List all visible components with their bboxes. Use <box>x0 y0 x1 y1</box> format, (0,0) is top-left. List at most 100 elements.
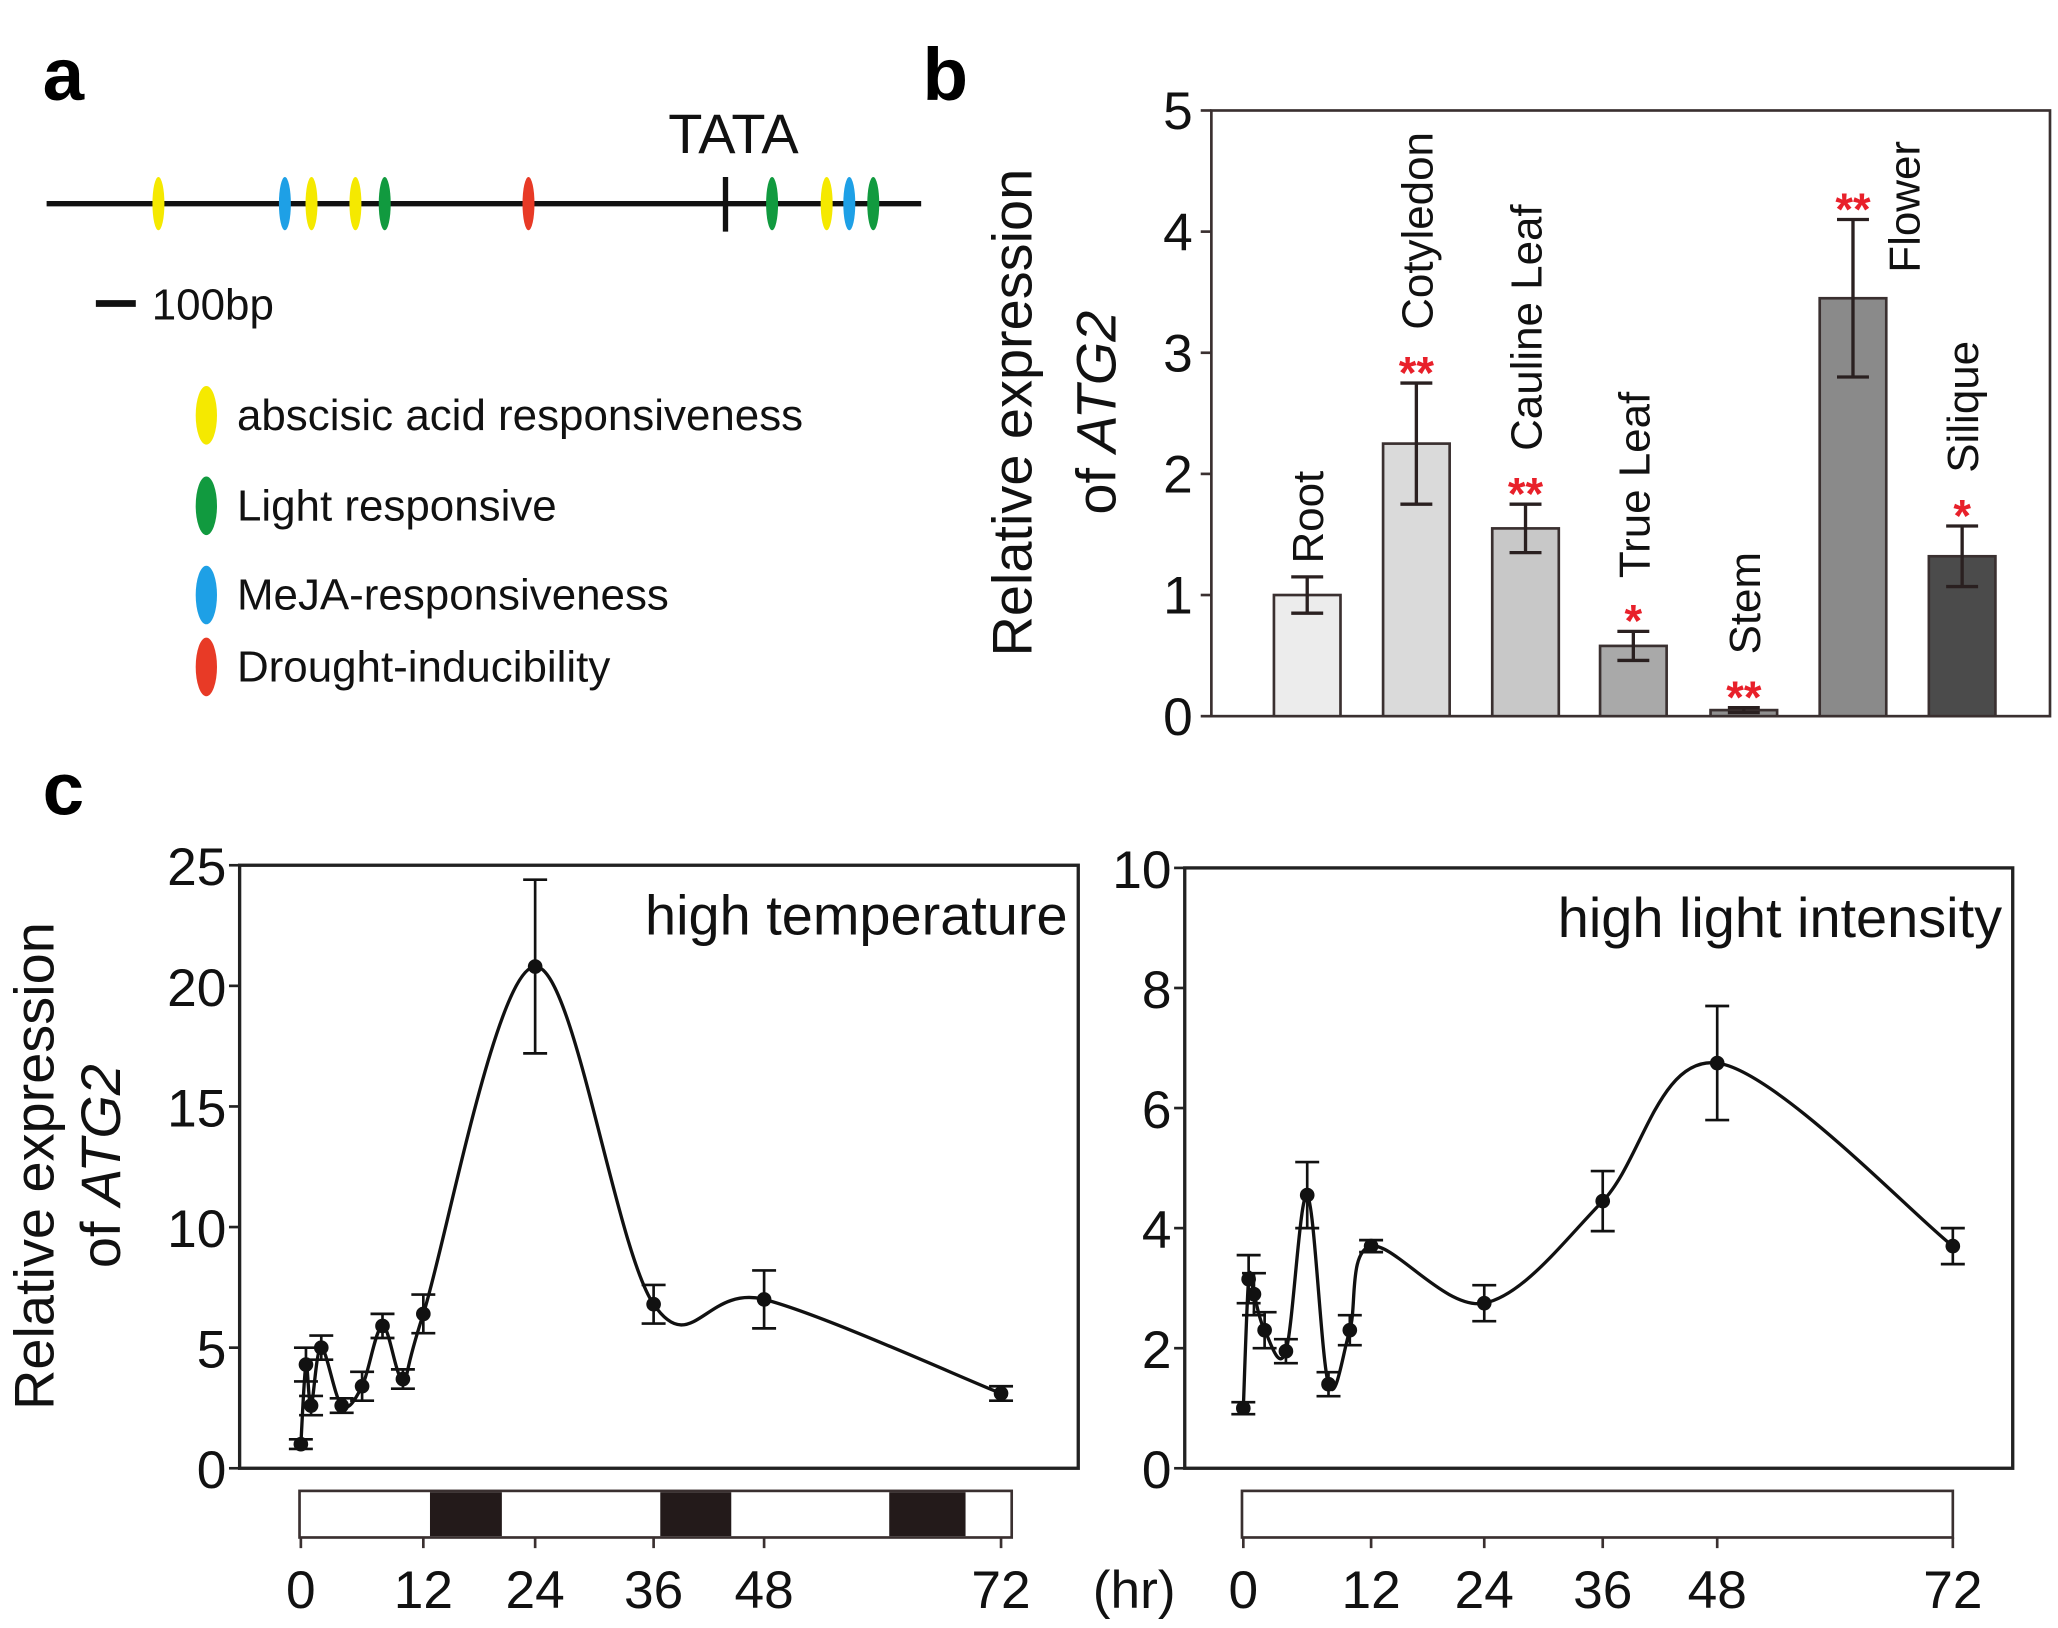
y-tick-label: 0 <box>1163 688 1193 747</box>
y-axis-label-prefix: of <box>69 1206 132 1268</box>
x-tick-label: 24 <box>506 1561 565 1620</box>
significance-mark: ** <box>1835 184 1871 235</box>
significance-mark: ** <box>1399 347 1435 398</box>
x-tick-label: 72 <box>1923 1561 1982 1620</box>
dark-period <box>429 1492 502 1537</box>
x-tick-label: 72 <box>971 1561 1030 1620</box>
y-tick-label: 4 <box>1142 1201 1172 1260</box>
promoter-element-abscisic <box>152 177 165 231</box>
data-point <box>646 1296 661 1312</box>
x-tick-label: 48 <box>734 1561 793 1620</box>
y-axis-label: Relative expression <box>2 922 65 1410</box>
data-point <box>1476 1295 1492 1311</box>
promoter-element-light <box>378 177 391 231</box>
legend: abscisic acid responsiveness Light respon… <box>195 386 803 697</box>
significance-mark: ** <box>1508 468 1544 519</box>
x-tick-label: 24 <box>1455 1561 1514 1620</box>
bar-label: Flower <box>1881 141 1930 273</box>
y-axis-label-line2: of ATG2 <box>69 1064 132 1268</box>
plot-frame <box>1183 866 2015 1470</box>
data-point <box>1945 1238 1961 1254</box>
chart-title: high light intensity <box>1558 886 2002 949</box>
x-tick-label: 12 <box>1341 1561 1400 1620</box>
bar-label: Cauline Leaf <box>1502 204 1551 451</box>
data-point <box>1246 1286 1262 1302</box>
data-point <box>1342 1322 1358 1338</box>
panel-c-label: c <box>43 748 84 831</box>
gene-name: ATG2 <box>1065 311 1128 456</box>
x-tick-label: 36 <box>624 1561 683 1620</box>
data-point <box>354 1378 370 1394</box>
y-tick-label: 1 <box>1163 567 1193 626</box>
data-point <box>993 1386 1009 1401</box>
bar-label: Root <box>1284 471 1333 564</box>
y-tick-label: 10 <box>1112 841 1171 900</box>
bar-label: Cotyledon <box>1393 132 1442 330</box>
significance-mark: ** <box>1726 672 1762 723</box>
y-tick-label: 3 <box>1163 324 1193 383</box>
data-point <box>1235 1400 1251 1416</box>
dark-period <box>660 1492 732 1537</box>
data-point <box>756 1292 772 1307</box>
data-point <box>293 1436 309 1452</box>
photoperiod-bar <box>1240 1489 1955 1539</box>
legend-label: Drought-inducibility <box>237 643 610 692</box>
scale-label: 100bp <box>152 280 274 329</box>
y-axis-label-prefix: of <box>1065 453 1128 515</box>
promoter-element-drought <box>522 177 535 231</box>
data-point <box>1241 1271 1256 1287</box>
y-tick-label: 0 <box>1142 1441 1172 1500</box>
data-point <box>395 1371 411 1387</box>
data-point <box>334 1398 350 1413</box>
legend-swatch-light <box>195 476 217 536</box>
chart-title: high temperature <box>645 883 1068 946</box>
data-point <box>1709 1055 1725 1071</box>
y-tick-label: 2 <box>1142 1321 1172 1380</box>
significance-mark: * <box>1625 596 1643 647</box>
series-line <box>1241 1061 1954 1409</box>
y-tick-label: 5 <box>197 1321 227 1380</box>
panel-a-label: a <box>43 33 85 116</box>
data-point <box>416 1306 431 1322</box>
data-point <box>375 1318 390 1334</box>
data-point <box>313 1340 329 1355</box>
bar-root <box>1272 593 1342 718</box>
panel-b-label: b <box>923 33 969 116</box>
y-tick-label: 0 <box>197 1441 227 1500</box>
x-tick-label: 0 <box>286 1561 316 1620</box>
y-tick-label: 2 <box>1163 446 1193 505</box>
data-point <box>1321 1376 1336 1392</box>
promoter-elements <box>152 177 880 231</box>
tata-label: TATA <box>668 102 799 165</box>
x-tick-label: 0 <box>1229 1561 1259 1620</box>
y-axis-label-line2: of ATG2 <box>1065 311 1128 515</box>
y-tick-label: 4 <box>1163 203 1193 262</box>
promoter-element-light <box>867 177 880 231</box>
legend-swatch-abscisic <box>195 386 217 445</box>
legend-label: abscisic acid responsiveness <box>237 391 803 440</box>
x-tick-label: 36 <box>1573 1561 1632 1620</box>
bar-label: Stem <box>1721 552 1770 654</box>
bar-flower <box>1818 296 1888 718</box>
promoter-element-abscisic <box>820 177 833 231</box>
x-tick-label: 48 <box>1688 1561 1747 1620</box>
promoter-element-meja <box>843 177 856 231</box>
promoter-element-abscisic <box>349 177 362 231</box>
bar-cauline-leaf <box>1490 527 1561 718</box>
y-axis-label: Relative expression <box>981 169 1044 657</box>
data-point <box>1595 1193 1611 1209</box>
promoter-element-light <box>766 177 779 231</box>
dark-period <box>889 1492 966 1537</box>
bar-label: True Leaf <box>1610 391 1659 578</box>
promoter-element-abscisic <box>305 177 318 231</box>
y-tick-label: 10 <box>167 1200 226 1259</box>
legend-label: MeJA-responsiveness <box>237 571 669 620</box>
y-tick-label: 20 <box>167 959 226 1018</box>
promoter-element-meja <box>278 177 291 231</box>
plot-frame <box>237 863 1080 1470</box>
x-tick-label: 12 <box>394 1561 453 1620</box>
